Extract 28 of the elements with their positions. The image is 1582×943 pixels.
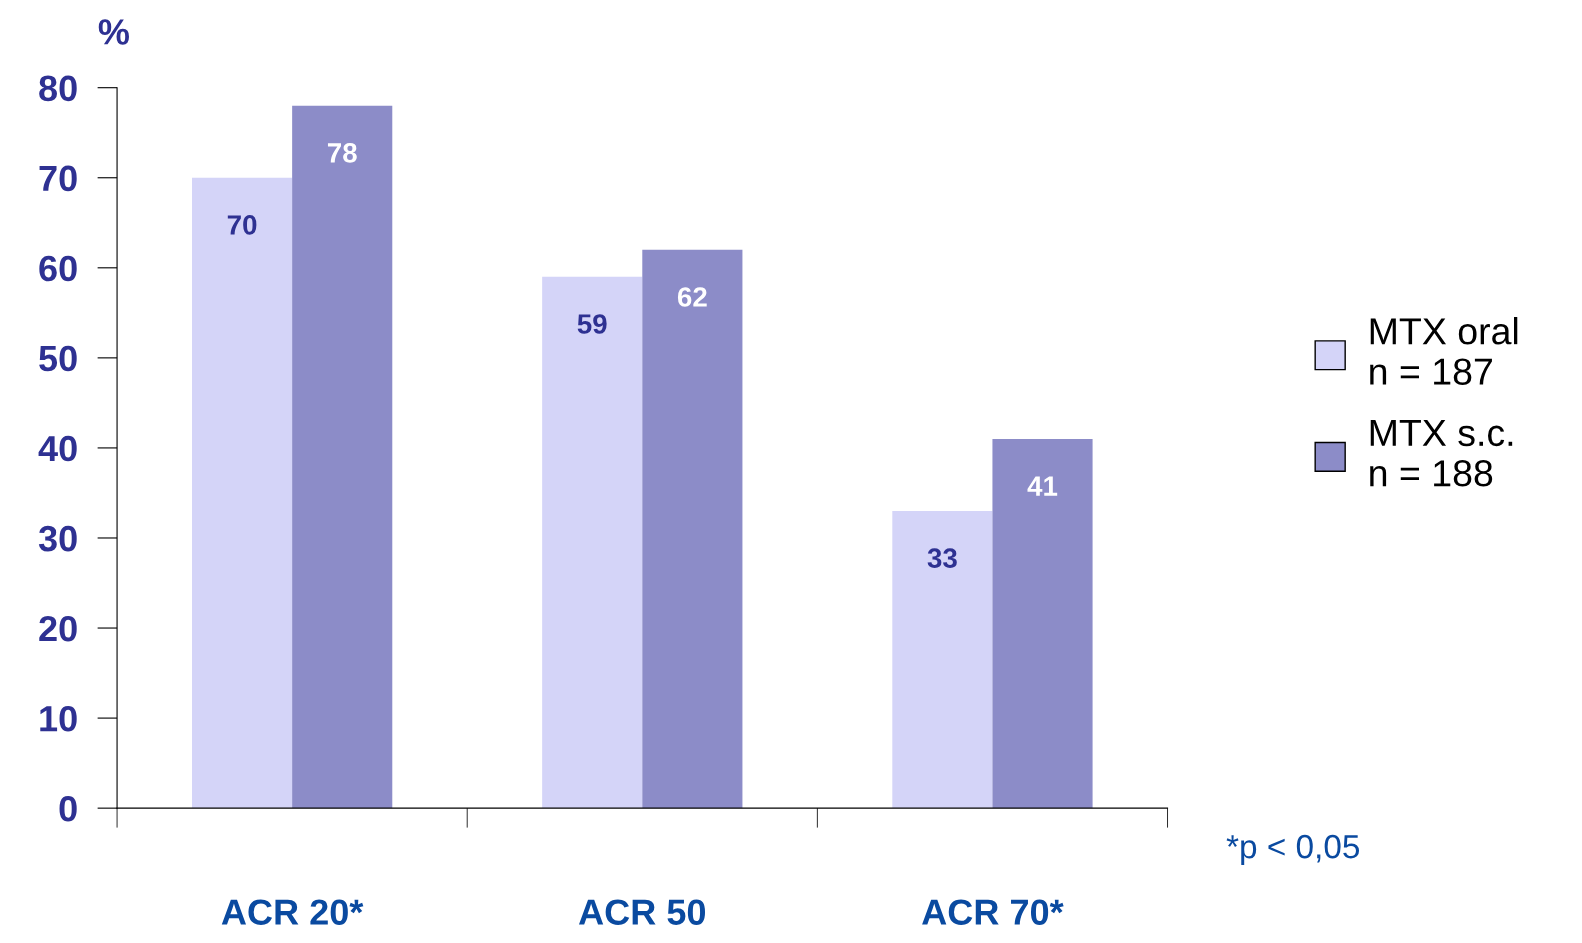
y-tick-label: 70: [39, 165, 77, 192]
y-tick-label: 30: [38, 525, 77, 552]
y-tick-label: 10: [40, 705, 77, 732]
legend-label: MTX oral n = 187: [1370, 317, 1518, 385]
data-label: 59: [577, 314, 607, 334]
y-tick-label: 80: [39, 75, 77, 102]
data-label: 33: [927, 548, 957, 569]
data-label: 41: [1027, 476, 1058, 496]
y-tick-label: 50: [39, 345, 77, 372]
x-tick-label: ACR 20*: [221, 899, 364, 925]
y-tick-label: 40: [38, 435, 77, 462]
bar: [642, 249, 743, 809]
y-tick-label: 60: [39, 255, 77, 282]
legend-label: MTX s.c. n = 188: [1370, 419, 1513, 487]
y-tick-label: 0: [59, 796, 77, 822]
x-tick-label: ACR 50: [578, 899, 706, 925]
bar: [192, 177, 293, 809]
bar: [992, 438, 1093, 809]
data-label: 62: [677, 287, 707, 307]
data-label: 70: [227, 215, 257, 235]
text: *p < 0,05: [1226, 834, 1360, 866]
data-label: 78: [327, 143, 357, 163]
y-axis-title: %: [98, 19, 130, 45]
bar: [292, 105, 393, 809]
bar: [892, 510, 993, 809]
y-tick-label: 20: [39, 615, 77, 642]
x-tick-label: ACR 70*: [922, 899, 1064, 925]
bar: [542, 276, 643, 809]
